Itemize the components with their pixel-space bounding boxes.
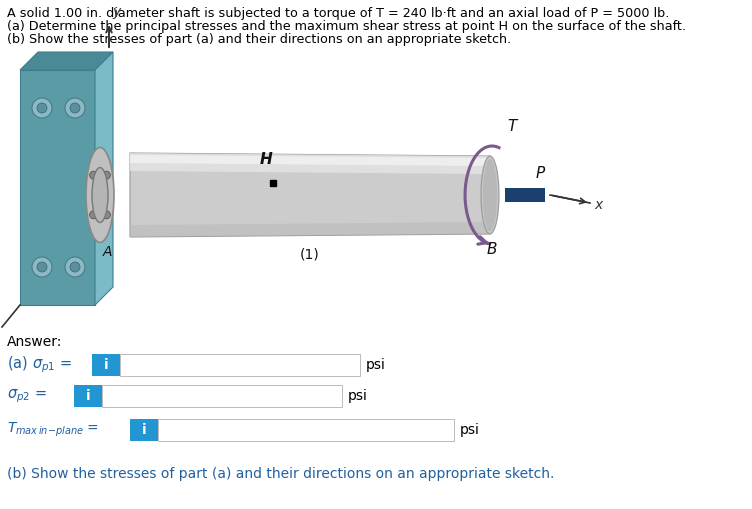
Text: i: i <box>86 389 90 403</box>
Polygon shape <box>130 222 490 237</box>
Text: $\sigma_{p2}$ =: $\sigma_{p2}$ = <box>7 387 47 405</box>
Text: i: i <box>141 423 147 437</box>
FancyBboxPatch shape <box>74 385 102 407</box>
Text: (a) Determine the principal stresses and the maximum shear stress at point H on : (a) Determine the principal stresses and… <box>7 20 686 33</box>
Text: (a) $\sigma_{p1}$ =: (a) $\sigma_{p1}$ = <box>7 355 72 375</box>
Circle shape <box>102 211 111 219</box>
Circle shape <box>102 171 111 179</box>
Circle shape <box>37 262 47 272</box>
Text: psi: psi <box>366 358 386 372</box>
Polygon shape <box>130 155 490 166</box>
Circle shape <box>70 262 80 272</box>
Text: y: y <box>112 5 120 19</box>
Text: P: P <box>535 166 544 181</box>
Text: A: A <box>103 245 113 259</box>
Text: (b) Show the stresses of part (a) and their directions on an appropriate sketch.: (b) Show the stresses of part (a) and th… <box>7 467 554 481</box>
Text: psi: psi <box>460 423 480 437</box>
Text: (1): (1) <box>300 247 320 261</box>
Polygon shape <box>95 52 113 305</box>
FancyBboxPatch shape <box>130 419 158 441</box>
Text: $T_{max\,in\mathregular{-}plane}$ =: $T_{max\,in\mathregular{-}plane}$ = <box>7 421 99 439</box>
FancyBboxPatch shape <box>158 419 454 441</box>
Circle shape <box>89 211 98 219</box>
Text: (b) Show the stresses of part (a) and their directions on an appropriate sketch.: (b) Show the stresses of part (a) and th… <box>7 33 511 46</box>
Ellipse shape <box>92 167 108 222</box>
Ellipse shape <box>483 159 497 231</box>
Circle shape <box>89 171 98 179</box>
Polygon shape <box>20 70 95 305</box>
FancyBboxPatch shape <box>92 354 120 376</box>
FancyBboxPatch shape <box>505 188 545 202</box>
Circle shape <box>70 103 80 113</box>
FancyBboxPatch shape <box>120 354 360 376</box>
Circle shape <box>32 98 52 118</box>
Circle shape <box>65 257 85 277</box>
FancyBboxPatch shape <box>102 385 342 407</box>
Circle shape <box>32 257 52 277</box>
Circle shape <box>65 98 85 118</box>
Text: psi: psi <box>348 389 368 403</box>
Text: Answer:: Answer: <box>7 335 62 349</box>
Text: i: i <box>104 358 108 372</box>
Text: T: T <box>508 119 517 134</box>
Text: A solid 1.00 in. diameter shaft is subjected to a torque of T = 240 lb·ft and an: A solid 1.00 in. diameter shaft is subje… <box>7 7 669 20</box>
Polygon shape <box>130 153 490 174</box>
Text: H: H <box>259 152 272 167</box>
Polygon shape <box>20 52 113 70</box>
Text: B: B <box>487 242 497 257</box>
Ellipse shape <box>481 156 499 234</box>
Text: x: x <box>594 198 602 212</box>
Circle shape <box>37 103 47 113</box>
Ellipse shape <box>86 148 114 242</box>
Polygon shape <box>130 153 490 237</box>
